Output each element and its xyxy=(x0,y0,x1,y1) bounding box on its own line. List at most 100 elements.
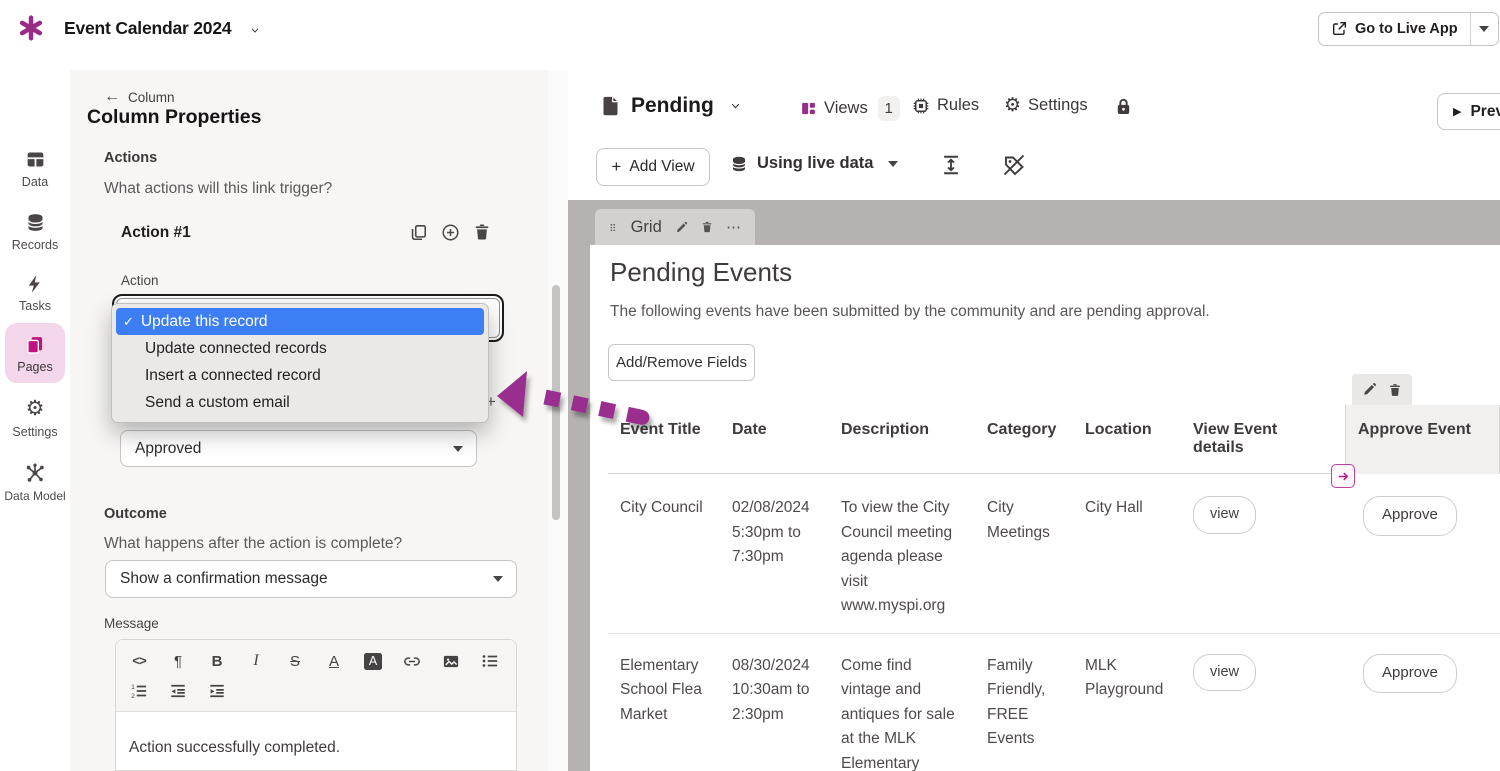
message-rich-text-editor: <> ¶ B I S A A Action successfully xyxy=(115,639,517,771)
caret-down-icon xyxy=(888,160,899,167)
approve-button[interactable]: Approve xyxy=(1363,653,1457,693)
menu-item-insert-connected-record[interactable]: Insert a connected record xyxy=(112,362,488,389)
obscured-plus-glyph: + xyxy=(486,392,496,411)
page-chevron-down-icon xyxy=(728,101,743,111)
pages-icon xyxy=(25,335,45,355)
grid-view-tab[interactable]: Grid ⋯ xyxy=(595,209,755,245)
outcome-select-current: Show a confirmation message xyxy=(120,570,328,587)
database-icon xyxy=(25,212,46,233)
underline-icon[interactable]: A xyxy=(328,652,339,670)
col-header-event-title[interactable]: Event Title xyxy=(620,421,701,438)
image-icon[interactable] xyxy=(442,652,460,671)
pencil-icon[interactable] xyxy=(675,220,688,235)
bold-icon[interactable]: B xyxy=(211,652,223,670)
nav-tab-rules[interactable]: Rules xyxy=(912,96,979,115)
fit-height-icon[interactable] xyxy=(940,154,962,176)
go-to-live-app-label: Go to Live App xyxy=(1355,21,1458,37)
pencil-icon[interactable] xyxy=(1362,382,1377,397)
lightning-bolt-icon xyxy=(25,274,45,294)
back-to-column-link[interactable]: ← Column xyxy=(104,88,175,106)
go-to-live-app-dropdown-toggle[interactable] xyxy=(1471,13,1498,45)
nav-tab-settings[interactable]: ⚙ Settings xyxy=(1004,96,1088,115)
caret-down-icon xyxy=(1479,26,1490,32)
nav-views-label: Views xyxy=(824,99,868,117)
checkmark-icon: ✓ xyxy=(123,313,134,329)
chip-icon xyxy=(912,97,930,115)
more-options-icon[interactable]: ⋯ xyxy=(726,219,742,236)
view-details-button[interactable]: view xyxy=(1193,496,1257,534)
unordered-list-icon[interactable] xyxy=(481,652,499,670)
preview-button[interactable]: ▶ Preview xyxy=(1437,93,1500,130)
app-title: Event Calendar 2024 xyxy=(64,18,232,38)
table-row: Elementary School Flea Market 08/30/2024… xyxy=(608,634,1500,771)
live-data-dropdown[interactable]: Using live data xyxy=(730,154,899,173)
strikethrough-icon[interactable]: S xyxy=(289,652,300,670)
code-icon[interactable]: <> xyxy=(132,653,147,669)
nav-rules-label: Rules xyxy=(937,96,980,114)
panel-scrollbar-thumb[interactable] xyxy=(552,285,560,520)
paragraph-icon[interactable]: ¶ xyxy=(173,652,183,670)
italic-icon[interactable]: I xyxy=(253,652,259,669)
outdent-icon[interactable] xyxy=(169,682,187,700)
app-logo-asterisk-icon[interactable] xyxy=(18,15,44,41)
ordered-list-icon[interactable] xyxy=(130,682,148,700)
actions-question: What actions will this link trigger? xyxy=(104,180,333,197)
col-header-location[interactable]: Location xyxy=(1085,421,1152,438)
go-to-live-app-button[interactable]: Go to Live App xyxy=(1319,13,1470,45)
value-select[interactable]: Approved xyxy=(120,430,477,467)
view-title: Pending Events xyxy=(610,257,793,287)
cell-description: Come find vintage and antiques for sale … xyxy=(841,656,955,771)
indent-icon[interactable] xyxy=(208,682,226,700)
cell-event-title: City Council xyxy=(620,499,703,516)
link-icon[interactable] xyxy=(403,652,421,671)
hide-labels-tag-slash-icon[interactable] xyxy=(1002,153,1026,177)
add-view-button[interactable]: + Add View xyxy=(596,148,710,186)
trash-icon[interactable] xyxy=(1388,383,1402,397)
approve-button[interactable]: Approve xyxy=(1363,496,1457,536)
outcome-question: What happens after the action is complet… xyxy=(104,535,403,552)
menu-item-send-custom-email[interactable]: Send a custom email xyxy=(112,389,488,416)
col-header-approve-event-selected[interactable]: Approve Event xyxy=(1345,405,1500,474)
add-circle-icon[interactable] xyxy=(441,223,460,242)
sidebar-item-records[interactable]: Records xyxy=(0,212,70,252)
insert-action-link-icon[interactable] xyxy=(1331,464,1355,488)
trash-icon[interactable] xyxy=(473,223,491,241)
add-remove-fields-button[interactable]: Add/Remove Fields xyxy=(608,344,755,381)
sidebar-item-data[interactable]: Data xyxy=(0,149,70,189)
gear-icon: ⚙ xyxy=(25,396,45,420)
col-header-date[interactable]: Date xyxy=(732,421,767,438)
cell-location: MLK Playground xyxy=(1085,656,1164,699)
outcome-section-label: Outcome xyxy=(104,506,167,522)
lock-icon[interactable] xyxy=(1114,97,1133,116)
sidebar-item-pages-active[interactable]: Pages xyxy=(0,335,70,374)
external-link-icon xyxy=(1331,21,1347,37)
actions-section-label: Actions xyxy=(104,150,158,166)
nav-tab-views[interactable]: Views 1 xyxy=(800,96,900,121)
col-header-description[interactable]: Description xyxy=(841,421,930,438)
trash-icon[interactable] xyxy=(701,220,713,234)
views-count-badge: 1 xyxy=(877,96,900,121)
sidebar-item-data-model[interactable]: Data Model xyxy=(0,462,70,503)
button-divider xyxy=(1469,13,1471,45)
page-selector[interactable]: Pending xyxy=(600,94,743,118)
views-layout-icon xyxy=(800,100,817,117)
sidebar-item-settings[interactable]: ⚙ Settings xyxy=(0,396,70,440)
sidebar-item-tasks[interactable]: Tasks xyxy=(0,274,70,313)
sidebar-item-label: Tasks xyxy=(19,299,51,313)
view-details-button[interactable]: view xyxy=(1193,653,1257,691)
cell-date: 02/08/2024 5:30pm to 7:30pm xyxy=(732,499,810,565)
col-header-view-event-details[interactable]: View Event details xyxy=(1193,421,1278,456)
text-color-icon[interactable]: A xyxy=(364,652,382,670)
duplicate-icon[interactable] xyxy=(409,223,428,242)
drag-handle-icon[interactable] xyxy=(608,220,618,235)
menu-item-update-this-record[interactable]: ✓ Update this record xyxy=(116,308,484,335)
app-title-chevron-down-icon[interactable] xyxy=(248,26,262,35)
nav-settings-label: Settings xyxy=(1028,96,1088,114)
plus-icon: + xyxy=(611,157,622,176)
outcome-select[interactable]: Show a confirmation message xyxy=(105,560,517,598)
menu-item-update-connected-records[interactable]: Update connected records xyxy=(112,335,488,362)
primary-sidebar: Data Records Tasks Pages ⚙ Settings Data… xyxy=(0,70,70,771)
col-header-category[interactable]: Category xyxy=(987,421,1057,438)
message-body-input[interactable]: Action successfully completed. xyxy=(129,739,341,756)
cell-category: Family Friendly, FREE Events xyxy=(987,656,1046,748)
